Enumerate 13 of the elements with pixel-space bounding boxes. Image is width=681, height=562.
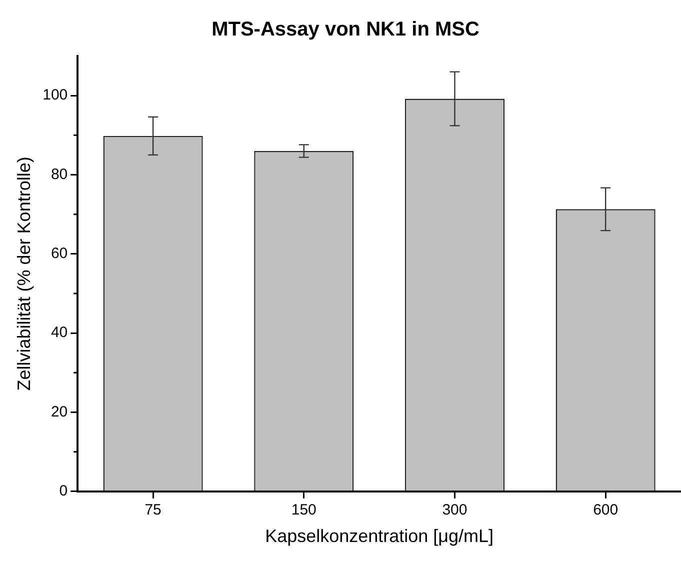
y-axis-title: Zellviabilität (% der Kontrolle) <box>14 156 34 391</box>
y-tick-label: 60 <box>50 245 68 262</box>
chart-title: MTS-Assay von NK1 in MSC <box>212 18 480 41</box>
y-tick-label: 0 <box>59 482 68 500</box>
x-tick-label: 600 <box>593 502 618 519</box>
x-tick-label: 300 <box>442 502 468 519</box>
y-tick-label: 20 <box>50 403 68 420</box>
y-tick-label: 40 <box>50 324 68 342</box>
y-tick-label: 100 <box>42 86 68 104</box>
y-tick-label: 80 <box>50 166 68 183</box>
x-tick-label: 150 <box>291 502 316 519</box>
x-axis-title: Kapselkonzentration [μg/mL] <box>265 526 494 546</box>
x-tick-label: 75 <box>144 502 162 519</box>
